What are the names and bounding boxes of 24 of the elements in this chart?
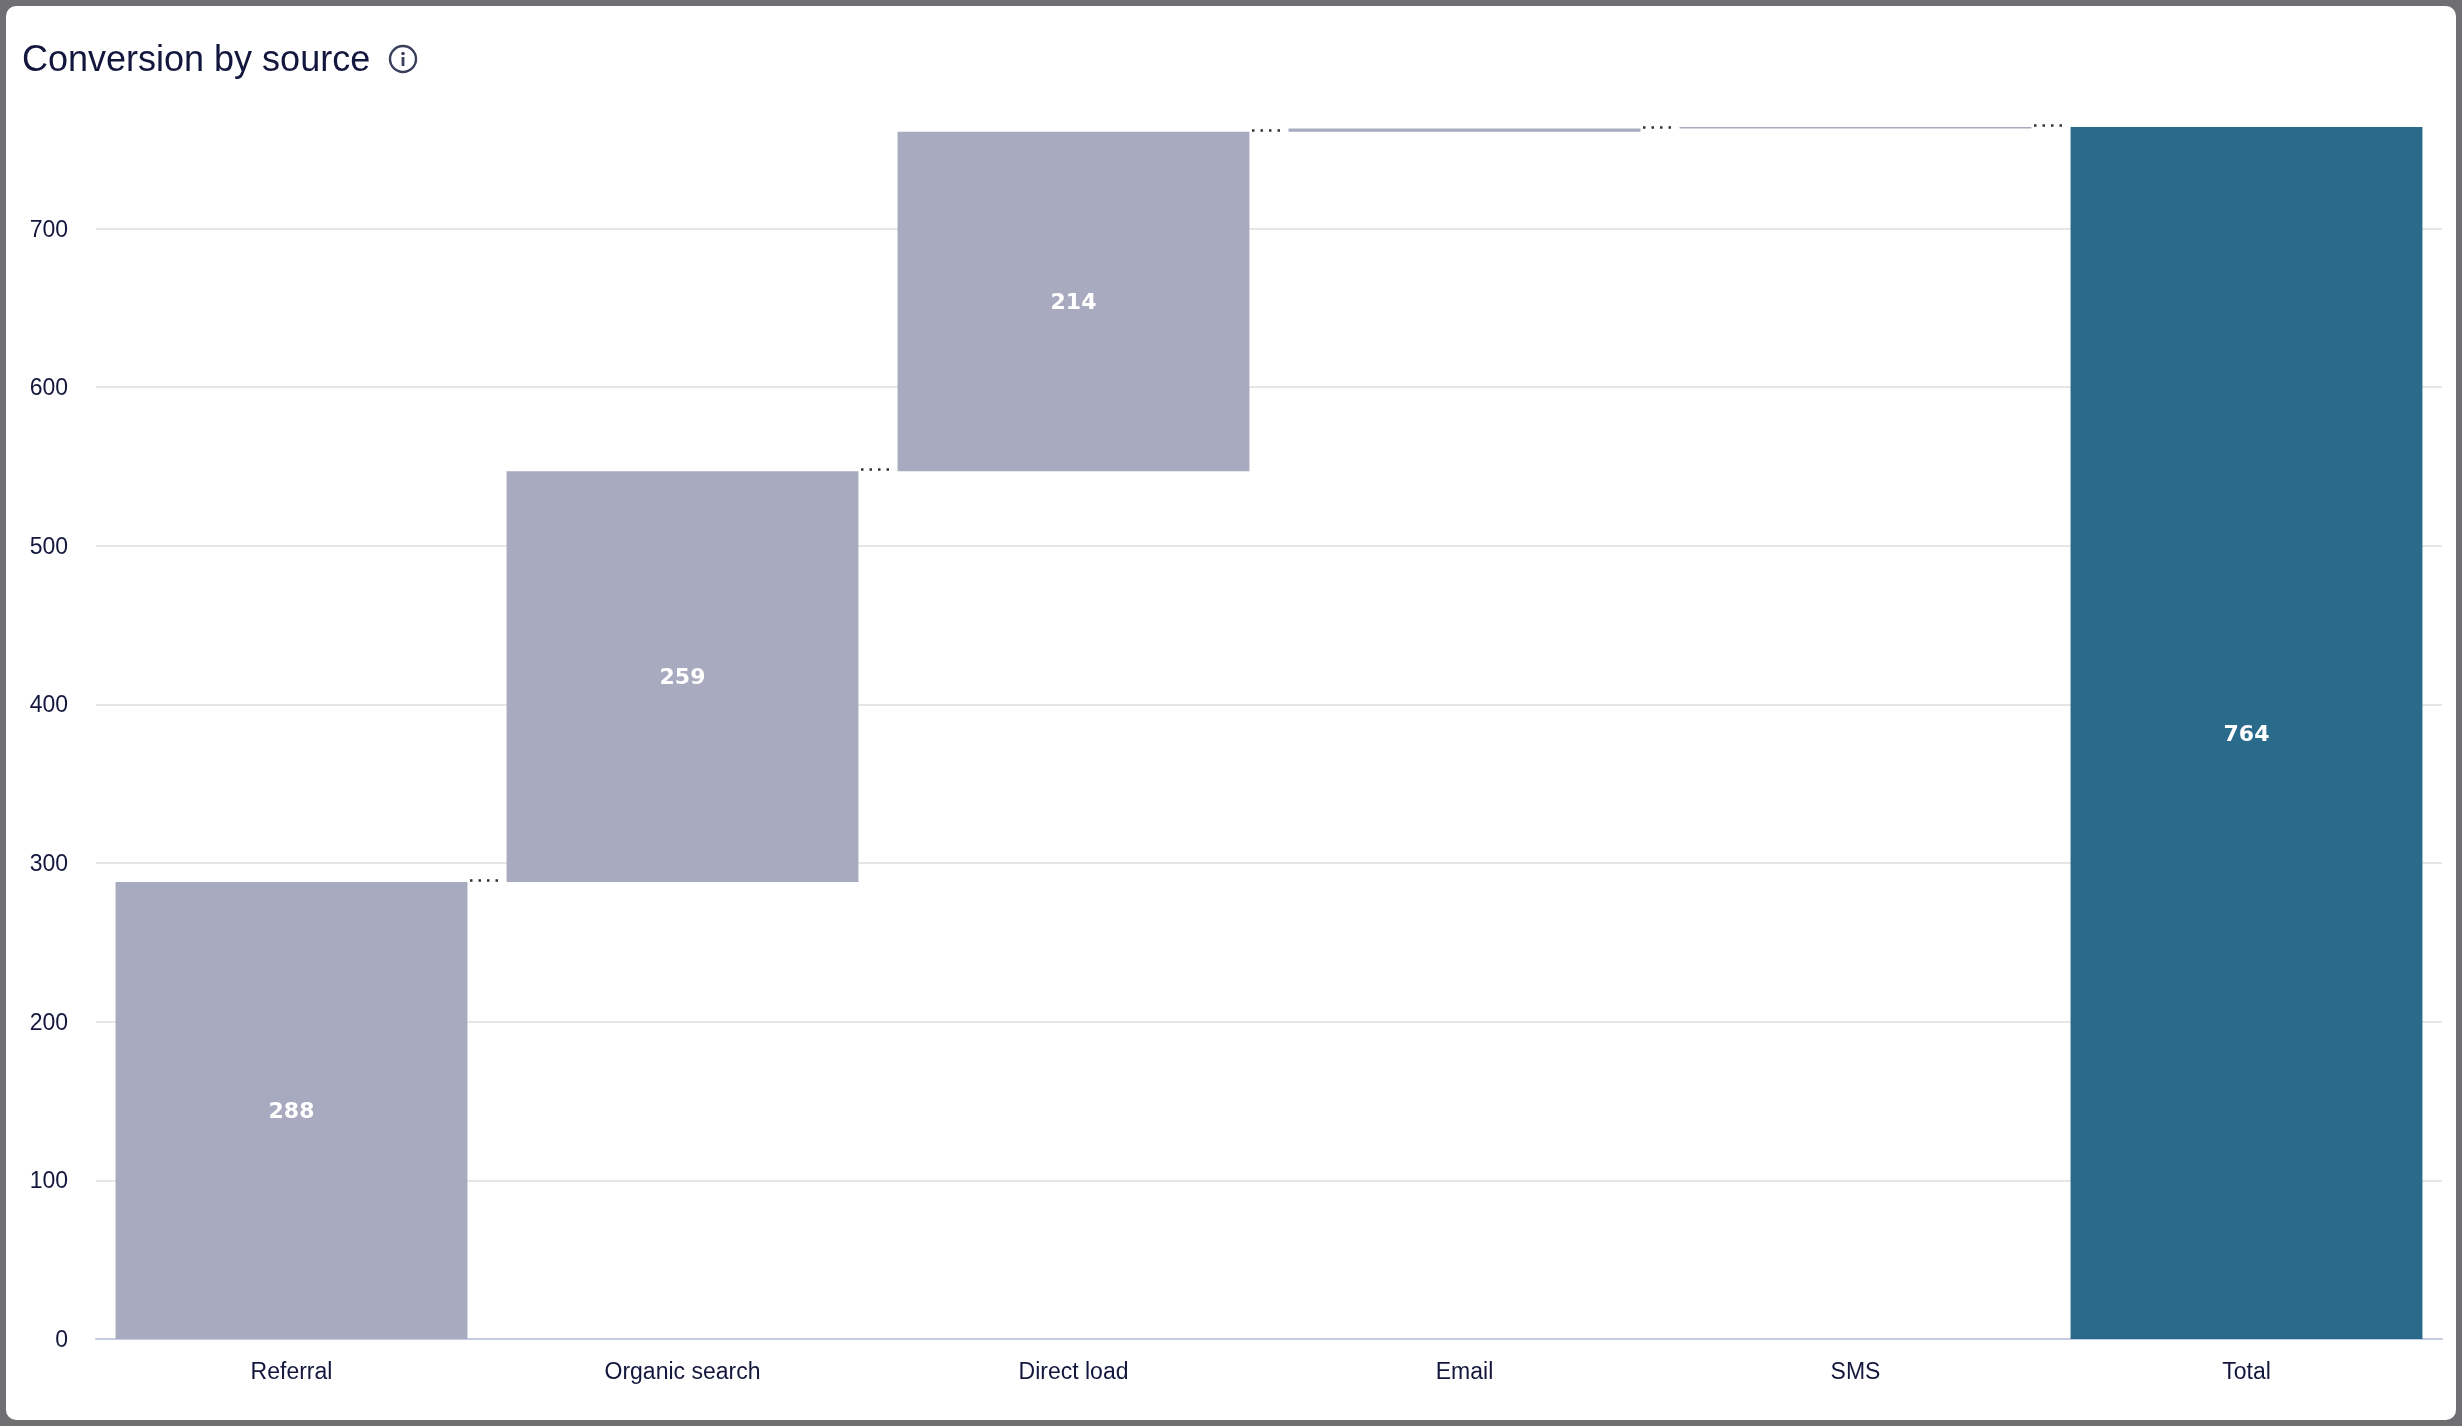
data-label: 288 — [268, 1098, 315, 1124]
data-label: 764 — [2223, 720, 2270, 746]
y-tick-label: 700 — [29, 215, 68, 242]
bar — [115, 882, 468, 1339]
bar — [897, 131, 1250, 472]
x-tick-label: SMS — [1830, 1357, 1881, 1384]
bar — [506, 471, 859, 883]
x-tick-label: Organic search — [604, 1357, 761, 1384]
data-label: 259 — [659, 664, 706, 690]
chart-title: Conversion by source — [22, 38, 371, 80]
y-tick-label: 100 — [29, 1167, 68, 1194]
y-tick-label: 500 — [29, 532, 68, 559]
y-tick-label: 0 — [55, 1326, 68, 1352]
x-tick-label: Referral — [250, 1357, 333, 1384]
y-tick-label: 600 — [29, 374, 68, 401]
data-label: 214 — [1050, 289, 1097, 314]
bar — [1288, 128, 1641, 132]
x-tick-label: Total — [2222, 1357, 2271, 1384]
x-tick-label: Email — [1435, 1357, 1494, 1384]
y-tick-label: 300 — [29, 850, 68, 877]
x-tick-label: Direct load — [1018, 1357, 1129, 1384]
y-tick-label: 200 — [29, 1008, 68, 1035]
y-tick-label: 400 — [29, 691, 68, 718]
bar — [2070, 127, 2423, 1339]
